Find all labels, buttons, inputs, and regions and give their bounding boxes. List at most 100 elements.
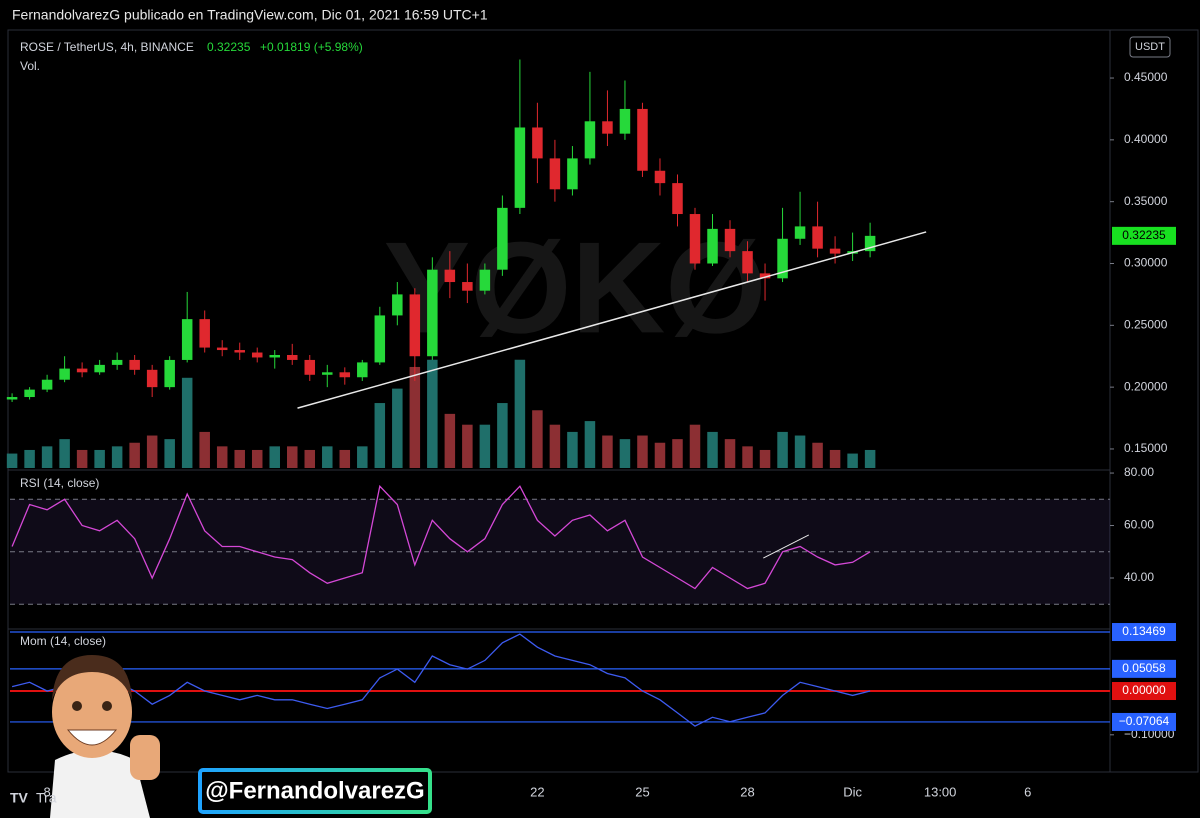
indicator-line (11, 484, 871, 590)
level-box (1112, 682, 1176, 701)
candle-body (689, 214, 701, 264)
candle-body (251, 352, 263, 358)
level-box (1112, 659, 1176, 678)
volume-bar (286, 446, 298, 468)
last-price-box (1112, 226, 1176, 245)
x-tick-label: 13:00 (924, 784, 957, 799)
x-tick-label: Dic (843, 784, 862, 799)
volume-bar (216, 446, 228, 468)
volume-bar (427, 359, 438, 468)
volume-bar (304, 449, 316, 468)
candle-body (339, 372, 351, 378)
level-label: 0.13469 (1122, 624, 1166, 638)
candle-body (41, 379, 53, 390)
volume-bar (444, 413, 456, 468)
candle-body (812, 226, 823, 249)
last-price-label: 0.32235 (1122, 228, 1166, 242)
y-tick-label: 80.00 (1124, 465, 1154, 479)
candle-body (409, 294, 421, 357)
chart-frame (7, 29, 1199, 773)
candle-body (724, 228, 736, 252)
candle-body (654, 170, 666, 184)
candle-body (286, 354, 298, 360)
candle-body (794, 226, 806, 239)
volume-bar (584, 421, 596, 468)
volume-bar (462, 424, 473, 468)
volume-bar (94, 449, 105, 468)
currency-box (1129, 36, 1171, 58)
candle-body (76, 368, 88, 373)
logo-icon: TV (10, 790, 29, 806)
volume-bar (497, 403, 508, 468)
volume-bar (111, 446, 123, 468)
candle-body (357, 362, 368, 378)
candle-body (777, 238, 788, 279)
volume-bar (76, 449, 88, 468)
candle-body (479, 269, 491, 291)
candle-body (497, 207, 508, 270)
candle-body (129, 359, 140, 370)
handle-box (198, 768, 432, 814)
last-price: 0.32235 (207, 40, 251, 54)
volume-bar (689, 424, 701, 468)
volume-bar (129, 442, 140, 468)
y-tick-label: 0.40000 (1124, 132, 1168, 146)
candle-body (304, 359, 316, 375)
volume-bar (234, 449, 245, 468)
y-tick-label: 40.00 (1124, 570, 1154, 584)
candle-body (619, 108, 631, 134)
candle-body (637, 108, 648, 171)
candle-body (532, 127, 543, 159)
candle-body (216, 347, 228, 351)
y-tick-label: 0.25000 (1124, 317, 1168, 331)
candle-body (392, 294, 403, 316)
volume-bar (812, 442, 823, 468)
indicator-title: RSI (14, close) (20, 476, 99, 490)
trendline (763, 534, 810, 559)
volume-bar (549, 424, 561, 468)
candle-body (199, 319, 210, 348)
candle-body (94, 364, 105, 373)
volume-bar (602, 435, 613, 468)
candle-body (59, 368, 70, 380)
y-tick-label: 0.30000 (1124, 256, 1168, 270)
volume-bar (619, 439, 631, 468)
candle-body (567, 158, 578, 190)
level-box (1112, 712, 1176, 731)
volume-bar (567, 431, 578, 468)
volume-bar (146, 435, 158, 468)
y-tick-label: 0.35000 (1124, 194, 1168, 208)
volume-bar (392, 388, 403, 468)
volume-bar (637, 435, 648, 468)
volume-bar (724, 439, 736, 468)
candle-body (181, 319, 193, 360)
candle-body (322, 372, 333, 375)
volume-bar (251, 449, 263, 468)
x-tick-label: 28 (740, 784, 754, 799)
candle-body (549, 158, 561, 190)
volume-bar (742, 446, 753, 468)
y-tick-label: 0.20000 (1124, 379, 1168, 393)
volume-bar (24, 449, 35, 468)
candle-body (759, 273, 771, 279)
volume-bar (479, 424, 491, 468)
watermark: YØKØ (384, 214, 767, 360)
candle-body (584, 121, 596, 159)
avatar (50, 655, 160, 818)
volume-bar (672, 439, 683, 468)
candle-body (24, 389, 35, 398)
x-tick-label: 25 (635, 784, 649, 799)
candle-body (462, 282, 473, 291)
volume-bar (269, 446, 280, 468)
volume-bar (794, 435, 806, 468)
candle-body (269, 354, 280, 358)
volume-bar (409, 366, 421, 468)
candle-body (374, 315, 386, 363)
candle-body (672, 183, 683, 215)
candle-body (234, 350, 245, 353)
volume-bar (707, 431, 718, 468)
level-label: 0.00000 (1122, 683, 1166, 697)
volume-bar (339, 449, 351, 468)
header-title: FernandolvarezG publicado en TradingView… (12, 7, 488, 23)
